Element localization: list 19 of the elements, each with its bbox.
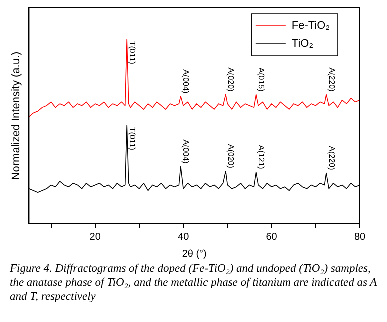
- annotation: T(011): [128, 41, 137, 65]
- annotation: A(004): [182, 70, 191, 94]
- annotation: A(004): [182, 140, 191, 164]
- annotation: A(121): [257, 145, 266, 170]
- annotation: T(011): [128, 127, 137, 151]
- y-axis-title: Normalized Intensity (a.u.): [10, 52, 23, 180]
- legend-label: TiO₂: [292, 38, 314, 50]
- legend-label: Fe-TiO₂: [292, 20, 330, 32]
- annotation: A(220): [327, 146, 336, 171]
- annotation: A(015): [257, 68, 266, 92]
- x-tick-label: 80: [354, 232, 366, 243]
- x-tick-label: 60: [266, 232, 278, 243]
- annotation: A(020): [226, 68, 236, 92]
- x-axis-title: 2θ (°): [182, 248, 207, 260]
- x-tick-label: 40: [178, 232, 190, 243]
- annotation: A(220): [327, 68, 336, 92]
- annotation: A(020): [226, 144, 236, 169]
- x-tick-label: 20: [90, 232, 102, 243]
- caption: Figure 4. Diffractograms of the doped (Fe-TiO₂) and undoped (TiO₂) samples, the anatase phase of TiO₂, and the metallic phase of titanium are indicated as A and T, respectively: [10, 262, 378, 304]
